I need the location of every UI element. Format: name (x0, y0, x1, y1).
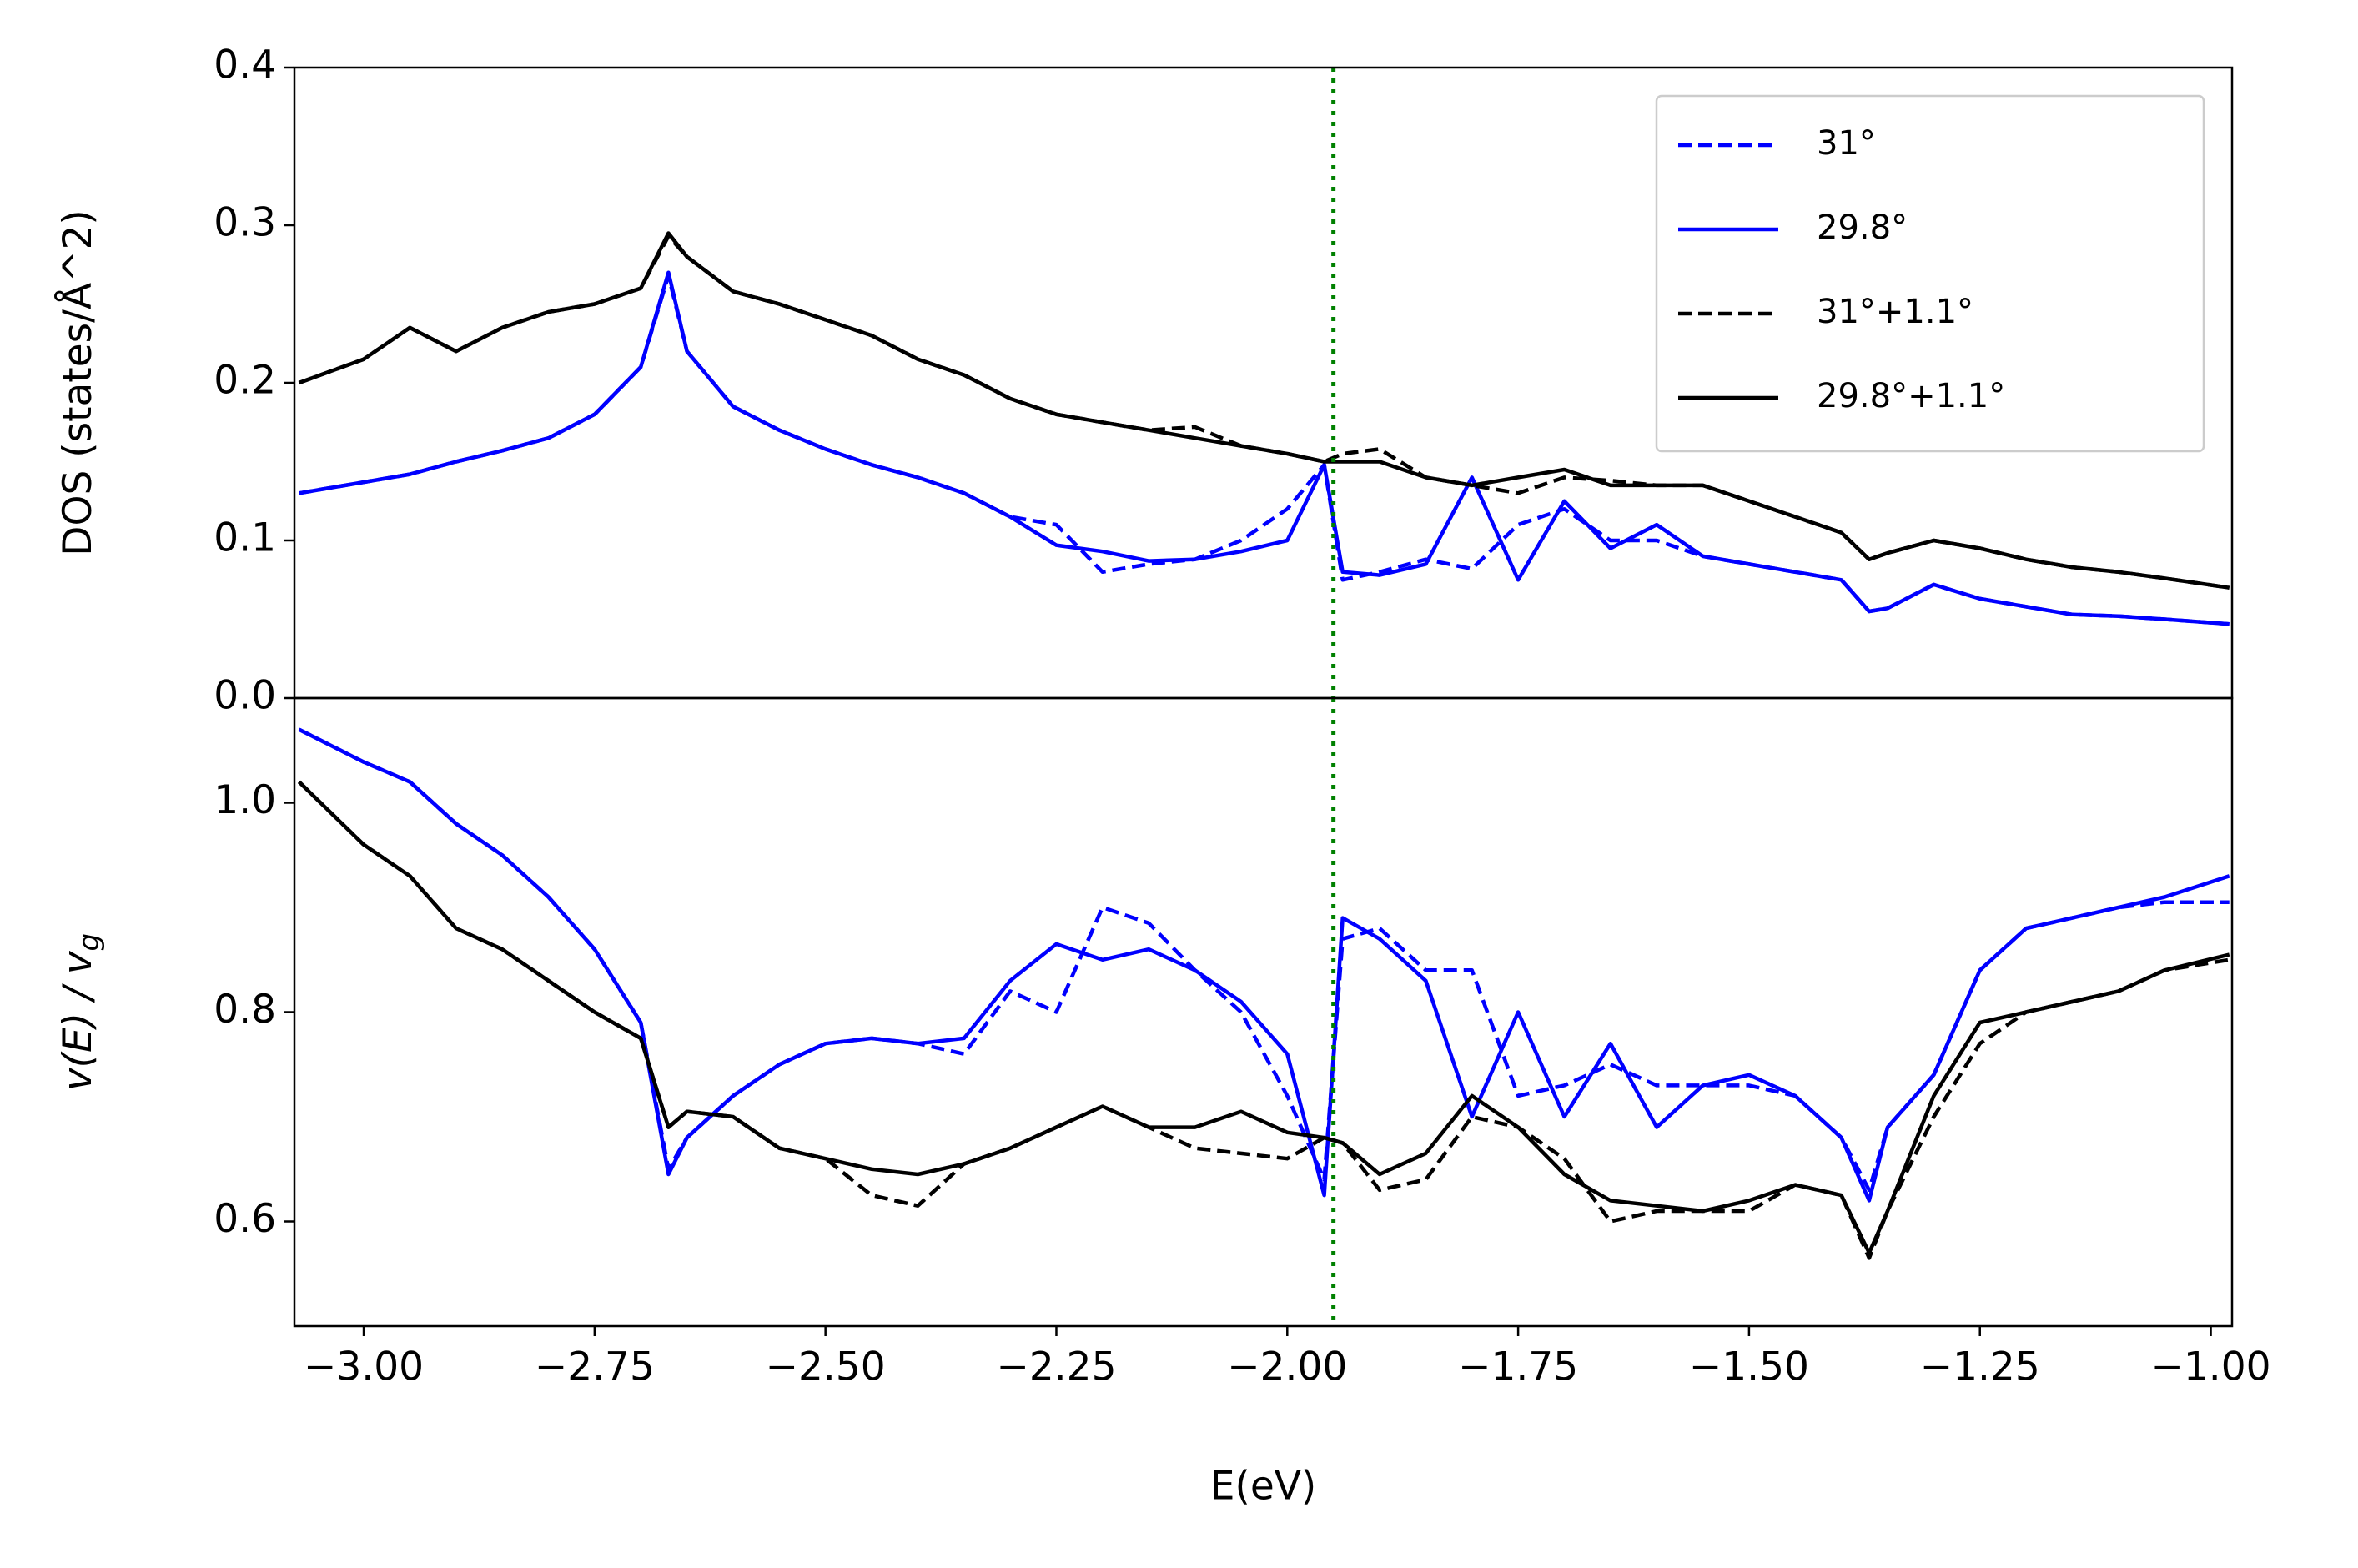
legend: 31° 29.8° 31°+1.1° 29.8°+1.1° (1655, 94, 2205, 453)
x-tick-label: −2.00 (1227, 1344, 1347, 1390)
series-line (297, 780, 2230, 1260)
x-tick-label: −1.50 (1689, 1344, 1809, 1390)
y-axis-title-main: DOS (states/Å^2) (55, 209, 101, 555)
y-tick-label: 0.8 (214, 987, 276, 1033)
legend-label: 31°+1.1° (1817, 293, 1973, 331)
y-tick-label: 1.0 (214, 777, 276, 823)
legend-label: 29.8° (1817, 209, 1908, 247)
y-tick-label: 0.6 (214, 1196, 276, 1242)
x-tick-label: −2.25 (996, 1344, 1116, 1390)
y-tick-label: 0.0 (214, 673, 276, 719)
x-tick-label: −1.25 (1920, 1344, 2040, 1390)
plot-frame (293, 696, 2234, 1328)
y-axis-title: v(E) / vg (55, 933, 106, 1091)
y-axis-title: DOS (states/Å^2) (55, 209, 101, 555)
legend-label: 31° (1817, 124, 1876, 163)
x-tick-label: −1.00 (2151, 1344, 2271, 1390)
legend-label: 29.8°+1.1° (1817, 377, 2005, 415)
y-axis-title-main: v(E) / v (55, 950, 101, 1091)
y-tick-label: 0.4 (214, 43, 276, 88)
x-tick-label: −3.00 (304, 1344, 424, 1390)
x-tick-label: −2.50 (766, 1344, 886, 1390)
series-line (299, 270, 2230, 626)
series-line (297, 780, 2230, 1255)
series-line (298, 231, 2230, 590)
x-tick-label: −2.75 (535, 1344, 655, 1390)
y-tick-label: 0.3 (214, 200, 276, 246)
legend-box (1655, 94, 2205, 453)
y-axis-title-sub: g (73, 933, 106, 952)
y-tick-label: 0.2 (214, 358, 276, 404)
y-tick-label: 0.1 (214, 515, 276, 561)
series-line (298, 727, 2230, 1203)
x-axis-title: E(eV) (1210, 1464, 1316, 1510)
x-tick-label: −1.75 (1458, 1344, 1578, 1390)
